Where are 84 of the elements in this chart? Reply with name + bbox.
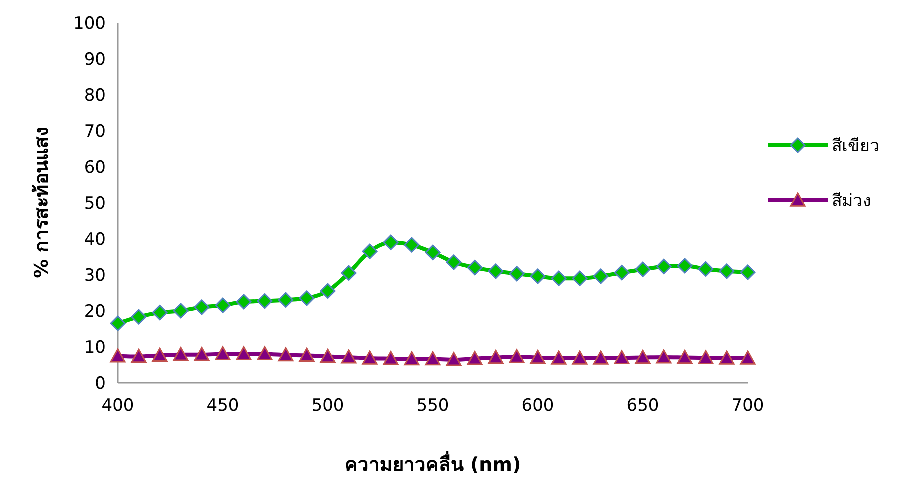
point [152,305,168,321]
point [719,350,735,365]
point [740,264,756,280]
point [425,244,441,260]
point [593,268,609,284]
point [635,350,651,364]
point [467,260,483,276]
point [677,350,693,364]
y-tick-label: 70 [84,122,106,142]
point [131,309,147,325]
point [257,346,273,361]
point [278,292,294,308]
point [110,348,126,363]
point [278,348,294,362]
point [215,346,231,361]
point [383,351,399,366]
y-tick-label: 100 [74,14,106,34]
point [530,350,546,364]
point [173,303,189,319]
x-tick-label: 550 [416,396,450,416]
point [488,264,504,280]
x-tick-label: 500 [312,396,344,416]
point [131,348,147,364]
point [656,258,672,274]
x-tick-label: 450 [206,396,240,416]
point [194,347,210,362]
x-tick-label: 600 [522,396,554,416]
point [383,234,399,250]
point [572,270,588,286]
point [530,268,546,284]
point [173,347,189,362]
point [425,351,441,366]
point [698,350,714,365]
point [551,350,567,365]
point [509,349,525,364]
y-tick-label: 90 [84,50,106,70]
point [341,265,357,281]
point [551,270,567,286]
point [299,348,315,362]
point [110,316,126,332]
point [488,350,504,364]
point [446,352,462,366]
point [740,350,756,365]
point [215,298,231,314]
point [299,290,315,306]
y-tick-label: 30 [84,266,106,286]
point [194,300,210,316]
point [572,350,588,365]
point [719,264,735,280]
point [698,261,714,277]
point [677,258,693,274]
y-tick-label: 40 [84,230,106,250]
point [614,265,630,281]
point [614,350,630,365]
y-axis-title: % การสะท้อนแสง [31,128,53,278]
point [236,346,252,361]
x-tick-label: 400 [102,396,134,416]
legend-label: สีเขียว [832,136,880,156]
point [236,294,252,310]
point [593,350,609,365]
point [257,294,273,310]
y-tick-label: 50 [84,194,106,214]
point [320,283,336,299]
point [152,348,168,362]
y-tick-label: 80 [84,86,106,106]
legend-label: สีม่วง [832,191,871,212]
point [404,237,420,253]
point [320,348,336,364]
point [446,254,462,270]
point [362,244,378,260]
point [635,262,651,278]
y-tick-label: 60 [84,158,106,178]
point [656,350,672,364]
point [341,350,357,364]
x-axis-title: ความยาวคลื่น (nm) [344,451,522,476]
x-tick-label: 650 [626,396,660,416]
y-tick-label: 10 [84,338,106,358]
y-tick-label: 0 [95,374,106,394]
point [509,266,525,282]
y-tick-label: 20 [84,302,106,322]
point [404,351,420,366]
x-tick-label: 700 [732,396,764,416]
point [467,351,483,366]
point [362,350,378,365]
